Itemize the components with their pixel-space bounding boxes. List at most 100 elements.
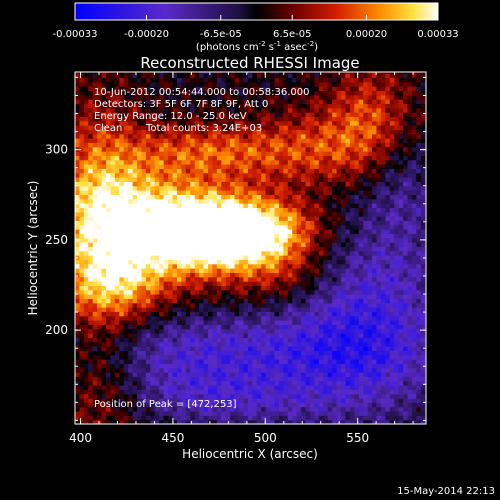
heatmap-cell [230, 233, 236, 239]
heatmap-cell [75, 389, 81, 395]
heatmap-cell [168, 112, 174, 117]
heatmap-cell [137, 73, 143, 79]
heatmap-cell [221, 333, 227, 338]
heatmap-cell [97, 415, 103, 421]
heatmap-cell [194, 255, 200, 260]
heatmap-cell [261, 376, 267, 382]
heatmap-cell [309, 315, 316, 321]
heatmap-cell [332, 346, 338, 351]
heatmap-cell [252, 155, 258, 161]
heatmap-cell [79, 393, 85, 399]
heatmap-cell [75, 220, 81, 226]
heatmap-cell [323, 138, 329, 143]
heatmap-cell [230, 337, 236, 343]
heatmap-cell [194, 346, 200, 351]
heatmap-cell [301, 237, 307, 243]
heatmap-cell [137, 376, 143, 382]
heatmap-cell [203, 207, 209, 213]
heatmap-cell [150, 233, 156, 239]
heatmap-cell [230, 406, 236, 412]
heatmap-cell [216, 81, 222, 87]
heatmap-cell [256, 216, 262, 221]
heatmap-cell [305, 354, 311, 360]
heatmap-cell [208, 328, 214, 334]
heatmap-cell [230, 298, 236, 304]
heatmap-cell [212, 255, 218, 260]
heatmap-cell [230, 146, 236, 152]
heatmap-cell [159, 276, 165, 282]
heatmap-cell [128, 328, 134, 334]
heatmap-cell [318, 103, 324, 109]
heatmap-cell [79, 168, 85, 174]
heatmap-cell [278, 298, 284, 304]
heatmap-cell [114, 337, 120, 343]
heatmap-cell [123, 211, 129, 217]
heatmap-cell [208, 125, 214, 130]
heatmap-cell [176, 172, 182, 178]
heatmap-cell [296, 281, 302, 286]
heatmap-cell [270, 77, 276, 83]
heatmap-cell [141, 350, 147, 356]
heatmap-cell [92, 164, 98, 169]
heatmap-cell [172, 220, 178, 226]
heatmap-cell [92, 151, 98, 156]
heatmap-cell [110, 354, 116, 360]
heatmap-cell [83, 81, 89, 87]
heatmap-cell [114, 281, 120, 286]
heatmap-cell [181, 328, 187, 334]
heatmap-cell [256, 172, 262, 178]
heatmap-cell [145, 164, 151, 169]
heatmap-cell [292, 73, 298, 79]
heatmap-cell [274, 354, 280, 360]
heatmap-cell [199, 250, 205, 256]
heatmap-cell [92, 367, 98, 373]
heatmap-cell [119, 367, 125, 373]
heatmap-cell [92, 107, 98, 113]
heatmap-cell [283, 112, 289, 117]
heatmap-cell [323, 419, 329, 424]
heatmap-cell [270, 302, 276, 308]
heatmap-cell [296, 354, 302, 360]
heatmap-cell [336, 164, 342, 169]
heatmap-cell [137, 272, 143, 278]
heatmap-cell [318, 289, 324, 295]
heatmap-cell [292, 155, 298, 161]
heatmap-cell [159, 255, 165, 260]
heatmap-cell [296, 263, 302, 269]
heatmap-cell [234, 146, 240, 152]
heatmap-cell [190, 419, 196, 424]
heatmap-cell [216, 389, 222, 395]
heatmap-cell [132, 194, 138, 200]
heatmap-cell [318, 203, 324, 208]
heatmap-cell [190, 259, 196, 265]
heatmap-cell [181, 181, 187, 187]
heatmap-cell [239, 337, 245, 343]
heatmap-cell [172, 324, 178, 330]
heatmap-cell [208, 367, 214, 373]
heatmap-cell [256, 389, 262, 395]
heatmap-cell [221, 315, 227, 321]
heatmap-cell [208, 380, 214, 386]
heatmap-cell [216, 86, 222, 92]
heatmap-cell [159, 350, 165, 356]
heatmap-cell [292, 198, 298, 204]
heatmap-cell [234, 294, 240, 299]
heatmap-cell [230, 125, 236, 130]
heatmap-cell [168, 315, 174, 321]
heatmap-cell [128, 255, 134, 260]
heatmap-cell [168, 233, 174, 239]
heatmap-cell [274, 255, 280, 260]
heatmap-cell [106, 190, 112, 195]
heatmap-cell [292, 354, 298, 360]
heatmap-cell [216, 151, 222, 156]
heatmap-cell [159, 246, 165, 252]
heatmap-cell [75, 233, 81, 239]
heatmap-cell [106, 246, 112, 252]
heatmap-cell [323, 393, 329, 399]
heatmap-cell [88, 341, 94, 347]
heatmap-cell [274, 402, 280, 408]
heatmap-cell [123, 333, 129, 338]
heatmap-cell [314, 372, 320, 377]
heatmap-cell [145, 350, 151, 356]
heatmap-cell [309, 129, 316, 135]
